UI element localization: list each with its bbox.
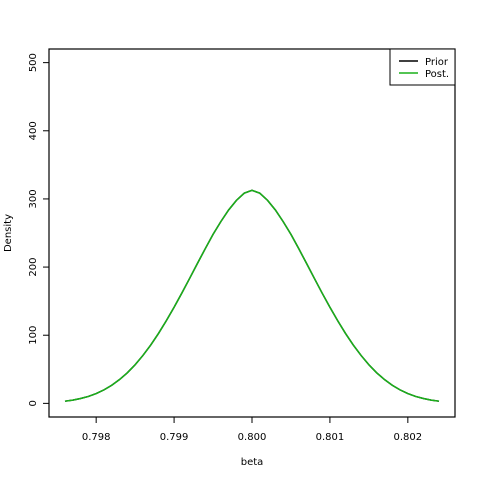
legend: Prior Post.	[389, 48, 456, 86]
y-tick-label: 200	[28, 258, 39, 277]
y-axis: 0 100 200 300 400 500	[28, 53, 49, 407]
legend-label-posterior: Post.	[425, 69, 449, 80]
legend-box	[389, 48, 456, 86]
series-lines	[64, 189, 440, 402]
x-tick-label: 0.800	[238, 432, 267, 443]
y-axis-label: Density	[3, 214, 14, 252]
y-tick-label: 400	[28, 121, 39, 140]
y-tick-label: 300	[28, 189, 39, 208]
y-tick-label: 500	[28, 53, 39, 72]
y-tick-label: 0	[28, 400, 39, 406]
x-tick-label: 0.798	[82, 432, 111, 443]
x-tick-label: 0.802	[394, 432, 423, 443]
x-tick-label: 0.801	[316, 432, 345, 443]
y-tick-label: 100	[28, 326, 39, 345]
legend-label-prior: Prior	[425, 57, 449, 68]
x-axis-label: beta	[241, 457, 264, 468]
series-line-posterior	[64, 189, 440, 402]
x-tick-label: 0.799	[160, 432, 189, 443]
x-axis: 0.798 0.799 0.800 0.801 0.802	[82, 417, 422, 443]
